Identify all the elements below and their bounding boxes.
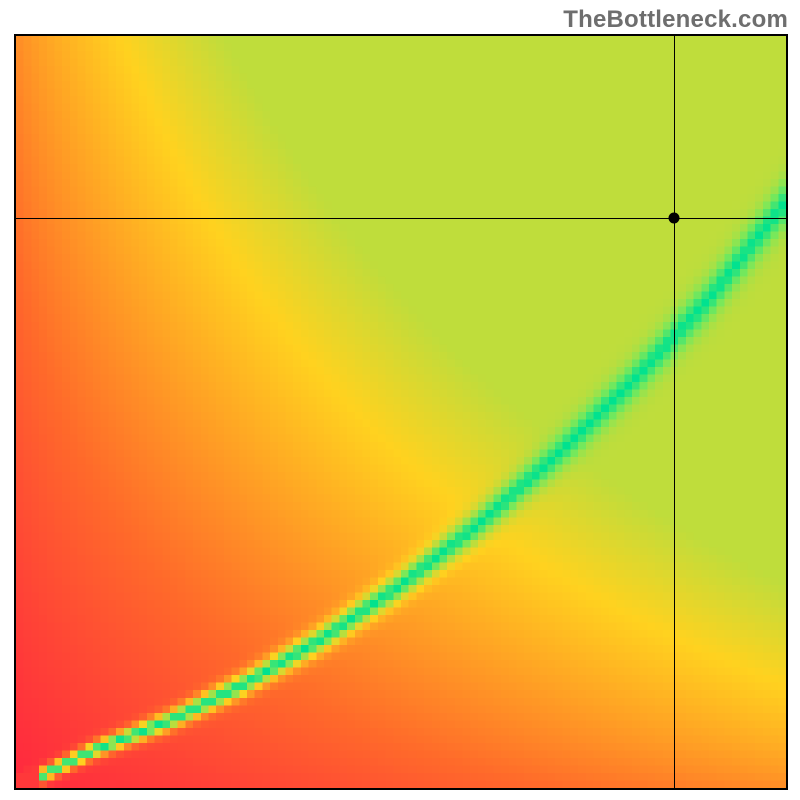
crosshair-marker xyxy=(669,212,680,223)
crosshair-vertical xyxy=(674,36,675,788)
heatmap-plot xyxy=(14,34,788,790)
watermark-text: TheBottleneck.com xyxy=(563,6,788,34)
heatmap-canvas xyxy=(16,36,786,788)
figure-root: { "figure": { "width_px": 800, "height_p… xyxy=(0,0,800,800)
